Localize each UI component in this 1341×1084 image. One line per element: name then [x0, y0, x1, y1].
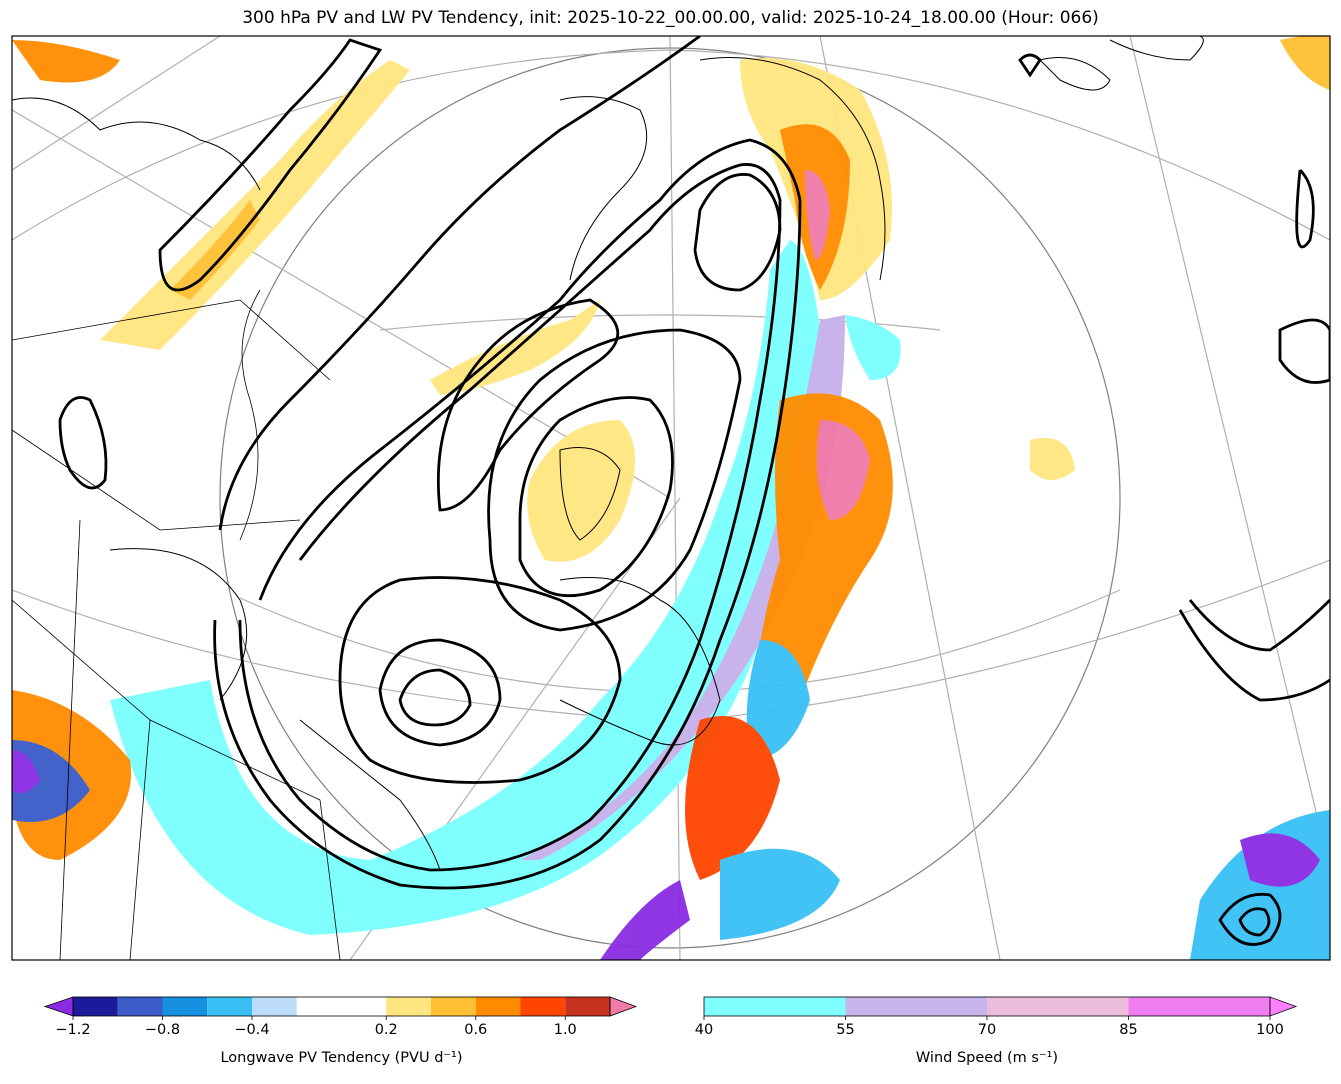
- meridian-6: [12, 36, 221, 171]
- colorbar-segment: [845, 997, 987, 1016]
- colorbar-segment: [117, 997, 163, 1016]
- pv-contours: [58, 36, 1330, 946]
- colorbar-extend-high: [609, 996, 638, 1017]
- colorbar-segment: [252, 997, 297, 1016]
- colorbar-segment: [1128, 997, 1270, 1016]
- tendency-colorbar: [43, 996, 638, 1020]
- colorbar-segment: [207, 997, 252, 1016]
- colorbar-frame: [72, 996, 611, 1017]
- colorbar-segment: [475, 997, 521, 1016]
- colorbar-segment: [565, 997, 610, 1016]
- colorbar-segment: [73, 997, 118, 1016]
- meridian-3: [12, 109, 671, 499]
- tendency-colorbar-label: Longwave PV Tendency (PVU d⁻¹): [220, 1050, 463, 1066]
- colorbar-tick-label: 40: [694, 1022, 714, 1038]
- colorbar-tick-label: 0.6: [464, 1022, 488, 1038]
- colorbar-segment: [162, 997, 208, 1016]
- boundaries: [12, 289, 341, 960]
- chart-title: 300 hPa PV and LW PV Tendency, init: 202…: [242, 8, 1099, 28]
- colorbar-tick-label: 85: [1119, 1022, 1138, 1038]
- wind-colorbar: [703, 996, 1298, 1020]
- colorbar-segment: [431, 997, 476, 1016]
- colorbar-segment: [704, 997, 846, 1016]
- colorbar-segment: [296, 997, 387, 1016]
- map-frame: [11, 35, 1331, 961]
- colorbar-segment: [987, 997, 1129, 1016]
- colorbar-segment: [520, 997, 566, 1016]
- colorbar-tick-label: −0.4: [234, 1022, 270, 1038]
- meridian-5: [1129, 36, 1330, 871]
- wind-colorbar-label: Wind Speed (m s⁻¹): [915, 1050, 1059, 1066]
- coastlines: [12, 36, 1204, 871]
- colorbar-tick-label: −0.8: [144, 1022, 181, 1038]
- map-panel: [12, 36, 1330, 960]
- colorbar-segment: [386, 997, 431, 1016]
- colorbar-tick-label: −1.2: [55, 1022, 91, 1038]
- colorbar-tick-label: 0.2: [374, 1022, 398, 1038]
- meridian-1: [669, 36, 681, 960]
- colorbar-tick-label: 55: [836, 1022, 855, 1038]
- colorbar-extend-low: [43, 996, 74, 1017]
- colorbar-tick-label: 1.0: [553, 1022, 577, 1038]
- colorbar-extend-high: [1269, 996, 1298, 1017]
- colorbar-tick-label: 70: [977, 1022, 997, 1038]
- colorbar-tick-label: 100: [1256, 1022, 1284, 1038]
